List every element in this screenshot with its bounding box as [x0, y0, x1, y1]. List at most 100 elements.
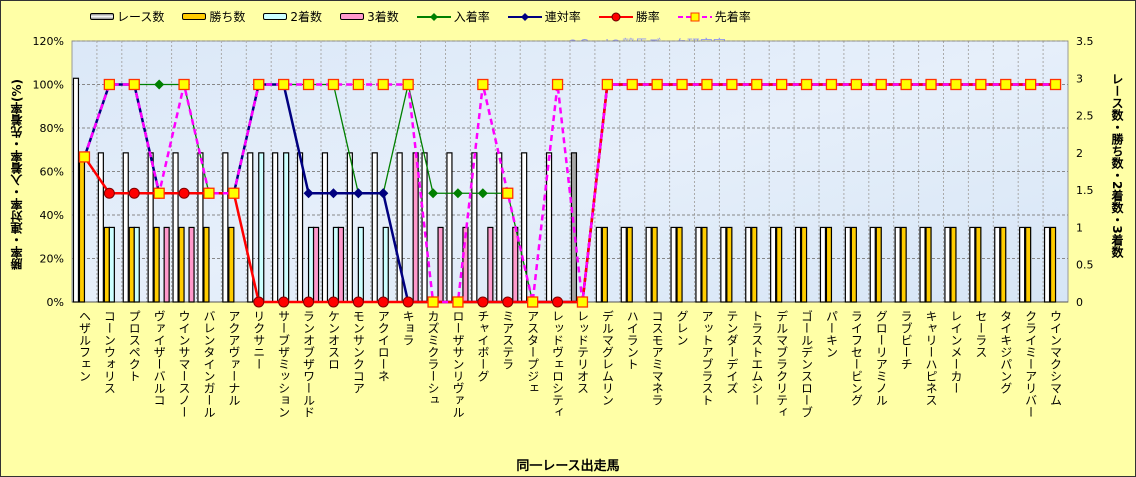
- bar-レース数: [720, 226, 727, 303]
- marker-先着率: [900, 78, 912, 91]
- legend-label: 入着率: [453, 10, 490, 24]
- bar-3着数: [188, 226, 195, 303]
- marker-入着率: [452, 188, 463, 199]
- bar-レース数: [794, 226, 802, 303]
- bar-レース数: [819, 226, 827, 303]
- x-tick-label: モンサンクコア: [351, 310, 366, 394]
- marker-先着率: [228, 187, 240, 199]
- bar-レース数: [272, 152, 279, 303]
- bar-レース数: [944, 226, 951, 303]
- marker-勝率: [253, 296, 265, 308]
- marker-先着率: [253, 78, 265, 91]
- x-tick-label: アクアヴァーナル: [226, 310, 241, 406]
- bar-勝ち数: [726, 226, 733, 303]
- marker-先着率: [203, 187, 215, 199]
- marker-先着率: [477, 78, 489, 91]
- x-tick-label: パーキン: [824, 310, 839, 358]
- legend-item: 3着数: [340, 8, 399, 25]
- bar-レース数: [197, 152, 204, 303]
- bar-レース数: [894, 226, 901, 303]
- bar-勝ち数: [701, 226, 708, 303]
- y-tick-label-left: 40%: [40, 209, 64, 222]
- marker-先着率: [452, 296, 464, 308]
- bar-レース数: [969, 226, 976, 303]
- bar-2着数: [258, 152, 265, 303]
- bar-レース数: [521, 152, 528, 303]
- marker-先着率: [352, 78, 365, 91]
- marker-入着率: [477, 188, 488, 199]
- y-tick-label-right: 2: [1076, 147, 1083, 160]
- legend-label: 2着数: [290, 10, 323, 24]
- bar-勝ち数: [1049, 226, 1057, 303]
- x-tick-label: ゴールデンスローブ: [799, 310, 814, 418]
- marker-先着率: [651, 78, 663, 91]
- bar-3着数: [487, 226, 494, 303]
- legend-swatch: [263, 13, 288, 20]
- legend-label: 勝率: [635, 10, 660, 24]
- marker-先着率: [875, 78, 887, 91]
- marker-先着率: [103, 78, 115, 91]
- y-tick-label-left: 20%: [40, 253, 64, 266]
- x-tick-label: タイキジパング: [998, 310, 1013, 394]
- y-tick-label-left: 120%: [33, 35, 64, 48]
- x-tick-label: アットアブラスト: [699, 310, 714, 406]
- marker-先着率: [178, 78, 190, 91]
- x-tick-label: レッドヴェロシティ: [550, 310, 565, 418]
- legend-item: 2着数: [263, 8, 322, 25]
- legend-item: 先着率: [677, 8, 751, 25]
- y-tick-label-left: 100%: [33, 79, 64, 92]
- marker-連対率: [328, 188, 339, 199]
- x-tick-label: チャイボーグ: [475, 310, 490, 382]
- bar-勝ち数: [875, 226, 882, 303]
- marker-入着率: [428, 188, 439, 199]
- marker-先着率: [277, 78, 290, 91]
- bar-レース数: [595, 226, 602, 303]
- bar-レース数: [1019, 226, 1026, 303]
- bar-勝ち数: [178, 226, 185, 303]
- legend-item: 勝ち数: [182, 8, 245, 25]
- y-axis-title-left: 勝率・連対率・入着率・先着率(%): [10, 79, 24, 271]
- x-tick-label: グレン: [675, 310, 690, 346]
- x-tick-label: コーンウォリス: [102, 310, 117, 394]
- x-tick-label: デルマグレムリン: [600, 310, 615, 406]
- marker-先着率: [427, 296, 439, 308]
- bar-レース数: [296, 152, 304, 303]
- bar-勝ち数: [651, 226, 658, 303]
- x-tick-label: グローリアミノル: [874, 310, 889, 406]
- marker-連対率: [303, 188, 314, 199]
- bar-2着数: [307, 226, 315, 303]
- y-tick-label-right: 0: [1076, 296, 1083, 309]
- legend: レース数 勝ち数 2着数 3着数 入着率 連対率 勝率 先着率: [90, 8, 751, 25]
- bar-勝ち数: [103, 226, 110, 303]
- legend-item: 勝率: [598, 8, 660, 25]
- legend-swatch: [182, 13, 207, 20]
- bar-レース数: [919, 226, 926, 303]
- marker-連対率: [353, 188, 364, 199]
- bar-レース数: [222, 152, 229, 303]
- marker-先着率: [950, 78, 962, 91]
- bar-2着数: [283, 152, 290, 303]
- marker-先着率: [800, 78, 813, 91]
- x-tick-label: カズミクラーシュ: [426, 310, 441, 406]
- x-tick-label: アスタープジェ: [525, 310, 540, 394]
- bar-勝ち数: [850, 226, 857, 303]
- marker-先着率: [776, 78, 788, 91]
- marker-勝率: [477, 296, 489, 308]
- marker-勝率: [402, 296, 414, 308]
- bar-レース数: [645, 226, 652, 303]
- marker-勝率: [278, 296, 290, 308]
- marker-連対率: [378, 188, 389, 199]
- legend-item: 入着率: [416, 8, 490, 25]
- bar-3着数: [462, 226, 469, 303]
- marker-先着率: [402, 78, 414, 91]
- marker-先着率: [726, 78, 738, 91]
- marker-先着率: [975, 78, 987, 91]
- bar-レース数: [321, 152, 329, 303]
- bar-レース数: [745, 226, 752, 303]
- x-tick-label: レインメーカー: [948, 310, 963, 394]
- legend-line-icon: [416, 12, 451, 21]
- bar-レース数: [869, 226, 876, 303]
- marker-勝率: [352, 296, 364, 308]
- y-tick-label-right: 1: [1076, 221, 1083, 234]
